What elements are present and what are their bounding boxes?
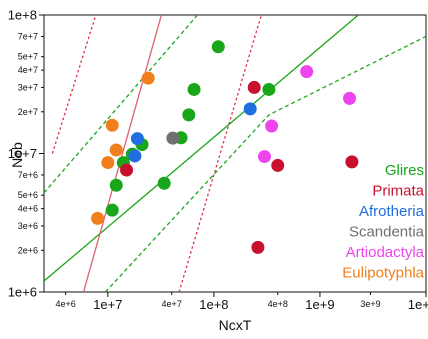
- afrotheria-point: [128, 149, 142, 163]
- afrotheria-point: [243, 102, 257, 116]
- eulipotyphla-point: [101, 156, 115, 170]
- legend-entry-primata: Primata: [372, 183, 424, 200]
- artiodactyla-point: [257, 150, 271, 164]
- legend-entry-afrotheria: Afrotheria: [359, 203, 425, 220]
- glires-point: [105, 203, 119, 217]
- primata-point: [120, 163, 134, 177]
- legend-entry-artiodactyla: Artiodactyla: [346, 244, 425, 261]
- x-tick-label-minor: 3e+9: [360, 299, 380, 309]
- scandentia-point: [166, 131, 180, 145]
- x-tick-label-minor: 4e+8: [268, 299, 288, 309]
- axes: 1e+7 1e+8 1e+9 1e+10 4e+6 4e+7 4e+8 3e+9 1e+6 1e+…: [8, 8, 428, 313]
- y-tick-label-minor: 3e+6: [18, 221, 38, 231]
- x-tick-label-minor: 4e+6: [56, 299, 76, 309]
- y-tick-label-minor: 2e+6: [18, 245, 38, 255]
- eulipotyphla-point: [105, 118, 119, 132]
- eulipotyphla-point: [141, 71, 155, 85]
- y-tick-label-minor: 5e+6: [18, 190, 38, 200]
- y-tick-label-minor: 2e+7: [18, 107, 38, 117]
- primata-band-left-line: [51, 15, 97, 154]
- eulipotyphla-point: [91, 211, 105, 225]
- glires-point: [187, 82, 201, 96]
- legend: Glires Primata Afrotheria Scandentia Artioda…: [342, 162, 424, 282]
- glires-point: [262, 82, 276, 96]
- artiodactyla-point: [265, 119, 279, 133]
- primata-fit-line: [82, 15, 163, 292]
- x-tick-label: 1e+10: [408, 297, 428, 312]
- glires-band-lower-line: [105, 35, 426, 292]
- y-tick-label: 1e+8: [8, 8, 37, 23]
- y-tick-label: 1e+6: [8, 285, 37, 300]
- y-tick-label-minor: 7e+6: [18, 170, 38, 180]
- glires-point: [157, 176, 171, 190]
- y-tick-label-minor: 4e+7: [18, 65, 38, 75]
- y-tick-label-minor: 7e+7: [18, 31, 38, 41]
- data-points: [91, 40, 359, 254]
- x-tick-label: 1e+8: [199, 297, 228, 312]
- artiodactyla-point: [300, 65, 314, 79]
- primata-band-right-line: [178, 15, 262, 292]
- legend-entry-scandentia: Scandentia: [349, 224, 425, 241]
- afrotheria-point: [130, 132, 144, 146]
- primata-point: [271, 158, 285, 172]
- artiodactyla-point: [343, 91, 357, 105]
- legend-entry-glires: Glires: [385, 162, 424, 179]
- primata-point: [251, 240, 265, 254]
- x-tick-label: 1e+7: [93, 297, 122, 312]
- glires-fit-line: [44, 15, 359, 282]
- glires-point: [182, 108, 196, 122]
- x-tick-label-minor: 4e+7: [162, 299, 182, 309]
- eulipotyphla-point: [109, 143, 123, 157]
- glires-point: [109, 178, 123, 192]
- y-tick-label-minor: 4e+6: [18, 204, 38, 214]
- y-tick-label-minor: 3e+7: [18, 82, 38, 92]
- y-tick-label: 1e+7: [8, 146, 37, 161]
- x-axis-label: NcxT: [219, 317, 252, 333]
- y-tick-label-minor: 5e+7: [18, 52, 38, 62]
- glires-point: [211, 40, 225, 54]
- fit-lines: [44, 15, 426, 292]
- legend-entry-eulipotyphla: Eulipotyphla: [342, 265, 424, 282]
- primata-point: [345, 155, 359, 169]
- y-axis-label: Nob: [9, 142, 25, 168]
- x-tick-label: 1e+9: [305, 297, 334, 312]
- primata-point: [247, 80, 261, 94]
